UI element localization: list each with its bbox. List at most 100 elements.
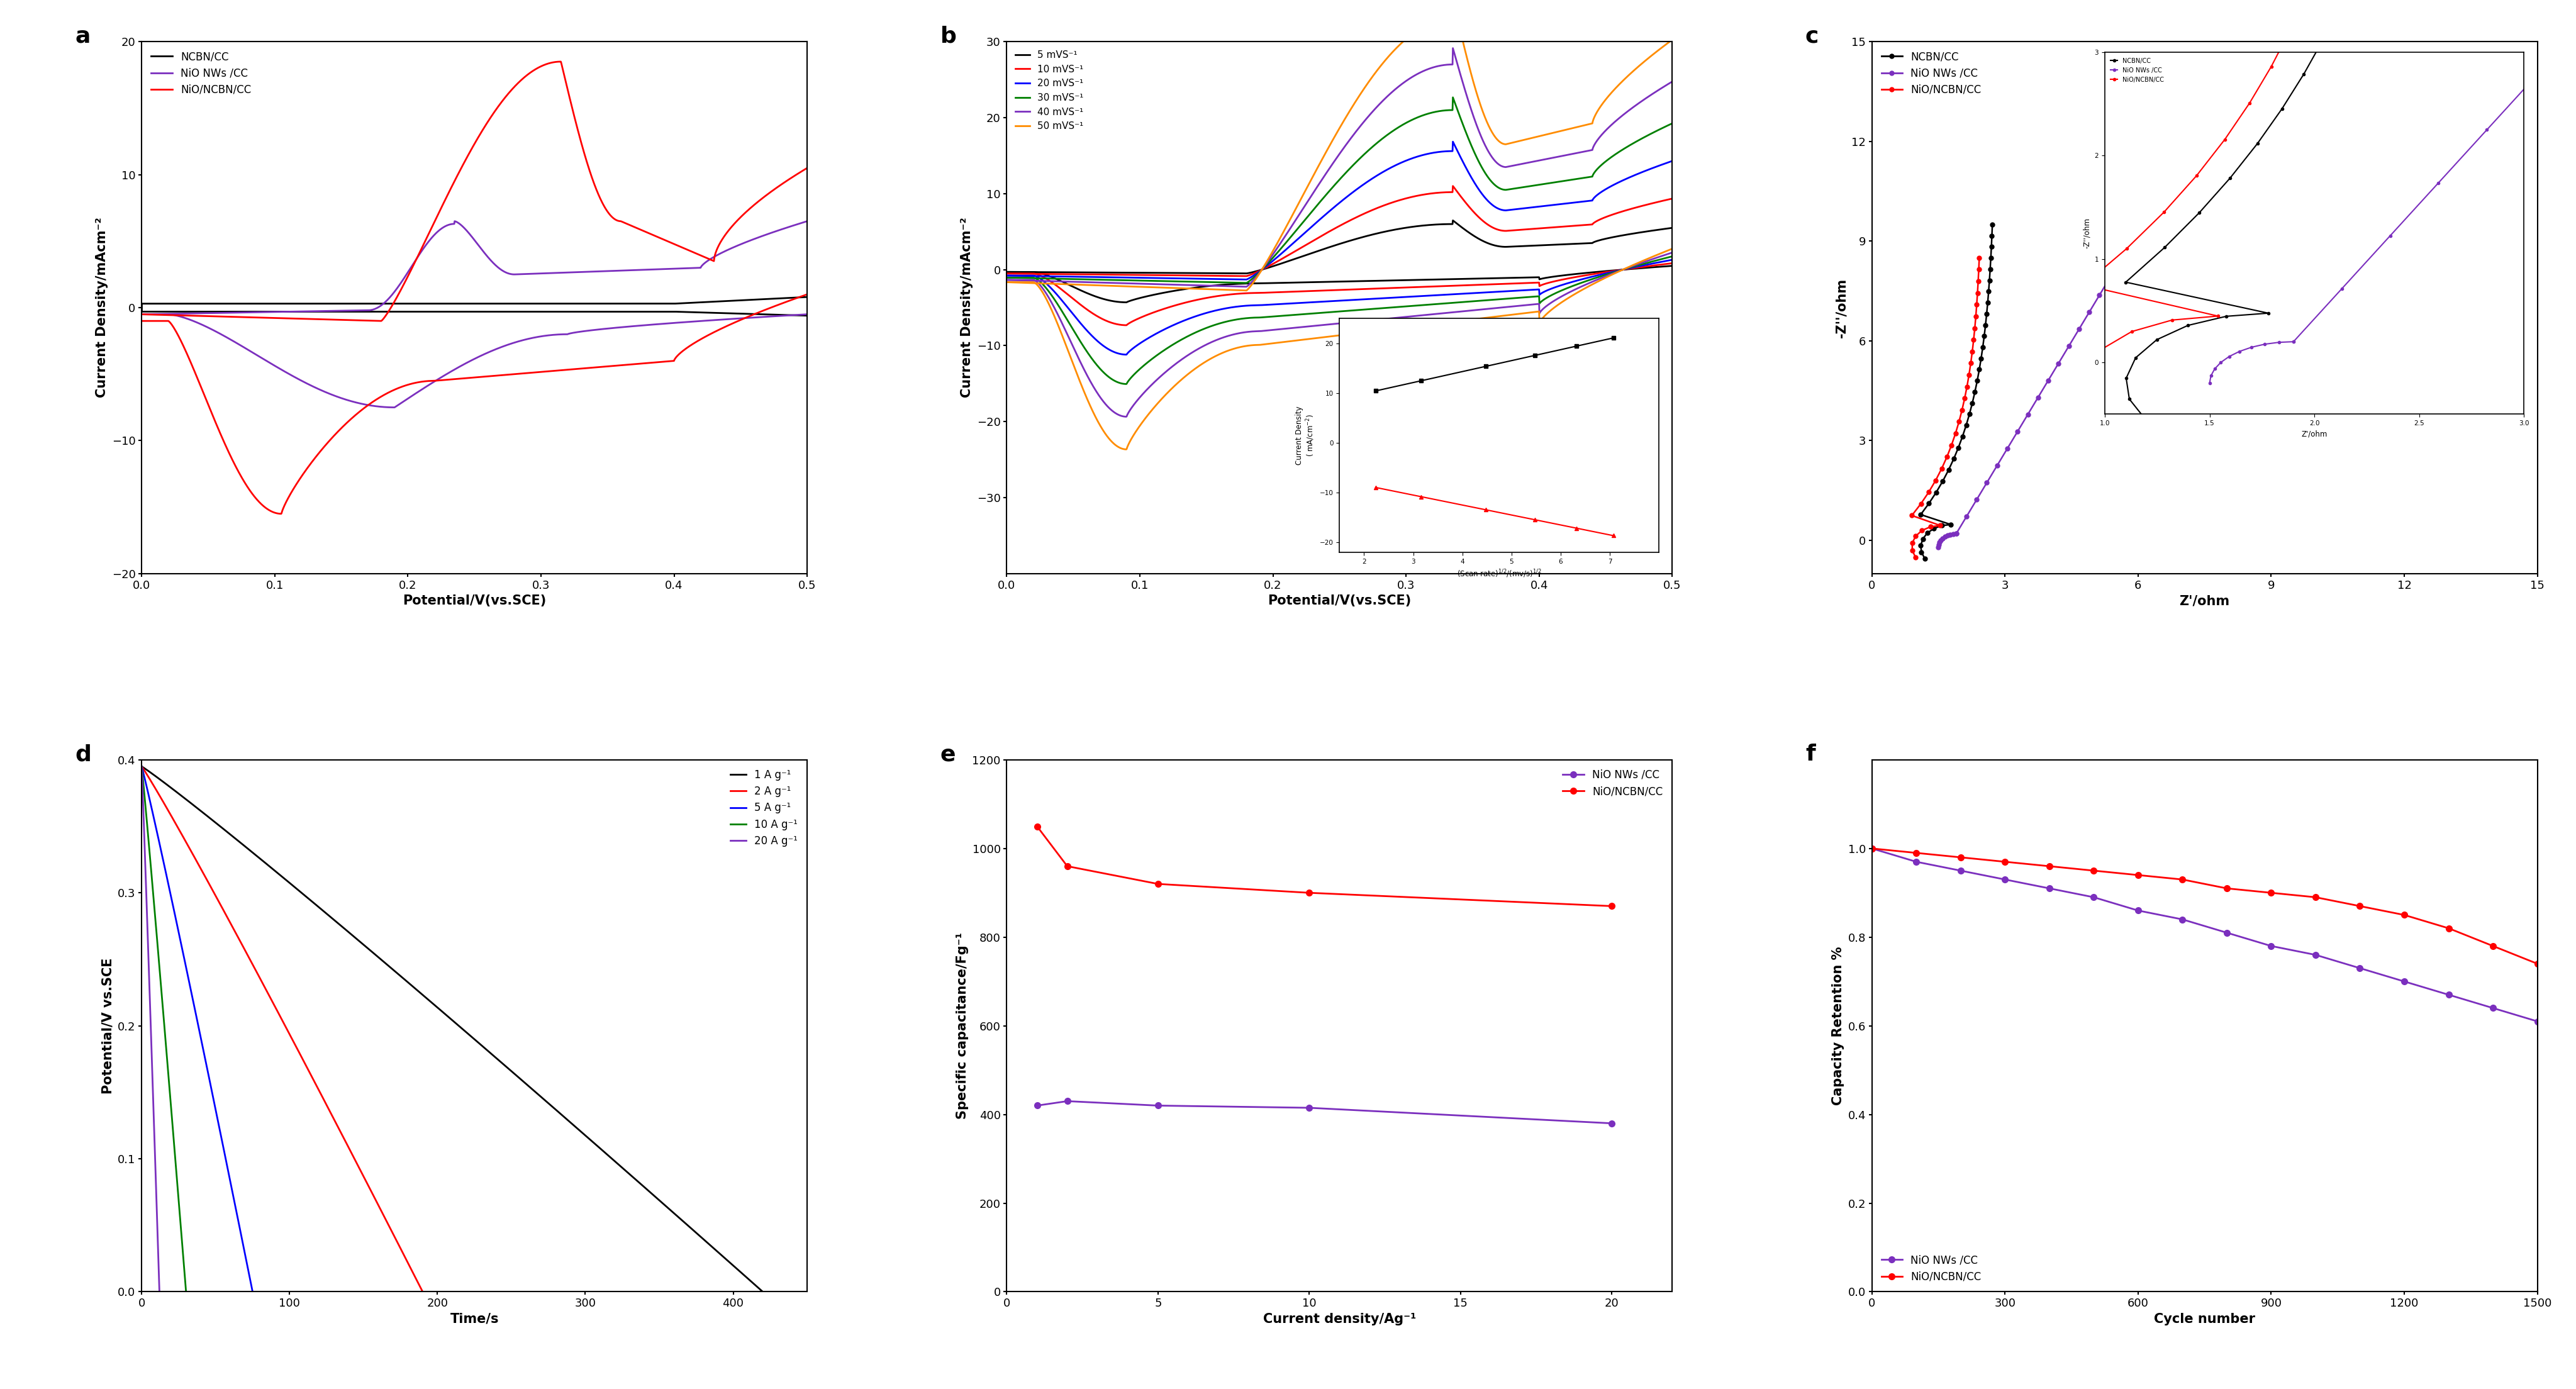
5 mVS⁻¹ xyxy=(1231,265,1262,282)
Line: 30 mVS⁻¹: 30 mVS⁻¹ xyxy=(1007,97,1672,283)
NCBN/CC xyxy=(1927,472,1958,489)
40 mVS⁻¹ xyxy=(1517,154,1548,171)
1 A g⁻¹ xyxy=(747,1283,778,1300)
NiO NWs /CC xyxy=(2079,889,2110,906)
NiO/NCBN/CC xyxy=(1937,438,1968,454)
Legend: NiO NWs /CC, NiO/NCBN/CC: NiO NWs /CC, NiO/NCBN/CC xyxy=(1558,765,1667,801)
NiO NWs /CC xyxy=(2210,924,2241,940)
NCBN/CC xyxy=(1942,439,1973,456)
NiO/NCBN/CC xyxy=(1963,272,1994,289)
NiO NWs /CC xyxy=(2074,304,2105,321)
NCBN/CC xyxy=(1976,250,2007,267)
2 A g⁻¹ xyxy=(399,1270,430,1286)
NCBN/CC xyxy=(1911,525,1942,542)
Line: 10 A g⁻¹: 10 A g⁻¹ xyxy=(142,767,185,1292)
20 mVS⁻¹ xyxy=(1025,268,1056,285)
NCBN/CC xyxy=(1955,406,1986,422)
NiO/NCBN/CC xyxy=(2079,863,2110,879)
X-axis label: Current density/Ag⁻¹: Current density/Ag⁻¹ xyxy=(1262,1313,1417,1325)
NiO/NCBN/CC xyxy=(1955,354,1986,371)
NCBN/CC xyxy=(1976,228,2007,244)
50 mVS⁻¹ xyxy=(1638,46,1669,63)
5 mVS⁻¹ xyxy=(1517,238,1548,254)
Legend: NCBN/CC, NiO NWs /CC, NiO/NCBN/CC: NCBN/CC, NiO NWs /CC, NiO/NCBN/CC xyxy=(1878,47,1986,100)
NCBN/CC xyxy=(1973,283,2004,300)
NiO/NCBN/CC xyxy=(1914,518,1945,535)
NiO/NCBN/CC xyxy=(1963,285,1994,301)
50 mVS⁻¹ xyxy=(1025,275,1056,292)
NiO/NCBN/CC xyxy=(2166,871,2197,888)
Line: NiO/NCBN/CC: NiO/NCBN/CC xyxy=(1909,256,1981,560)
20 A g⁻¹ xyxy=(142,1185,173,1201)
NCBN/CC xyxy=(1906,506,1937,522)
30 mVS⁻¹ xyxy=(1656,115,1687,132)
30 mVS⁻¹ xyxy=(1638,124,1669,140)
NCBN/CC xyxy=(1950,417,1981,433)
30 mVS⁻¹ xyxy=(1437,89,1468,106)
10 mVS⁻¹ xyxy=(1231,268,1262,285)
NiO NWs /CC xyxy=(2063,321,2094,338)
NiO/NCBN/CC xyxy=(2035,858,2066,875)
5 mVS⁻¹ xyxy=(1656,219,1687,236)
NiO/NCBN/CC xyxy=(1906,522,1937,539)
NiO NWs /CC xyxy=(2478,1000,2509,1017)
Legend: 1 A g⁻¹, 2 A g⁻¹, 5 A g⁻¹, 10 A g⁻¹, 20 A g⁻¹: 1 A g⁻¹, 2 A g⁻¹, 5 A g⁻¹, 10 A g⁻¹, 20 … xyxy=(726,765,801,851)
NiO NWs /CC xyxy=(2094,269,2125,286)
NiO NWs /CC xyxy=(1144,1097,1175,1114)
Line: NiO NWs /CC: NiO NWs /CC xyxy=(1033,1099,1615,1126)
NiO NWs /CC xyxy=(2344,960,2375,976)
5 A g⁻¹ xyxy=(234,1270,265,1286)
10 mVS⁻¹ xyxy=(1638,194,1669,211)
5 mVS⁻¹ xyxy=(1316,239,1347,256)
Text: c: c xyxy=(1806,26,1819,47)
NiO NWs /CC xyxy=(1960,492,1991,508)
NiO/NCBN/CC xyxy=(2344,897,2375,914)
NiO/NCBN/CC xyxy=(2210,881,2241,897)
Legend: NiO NWs /CC, NiO/NCBN/CC: NiO NWs /CC, NiO/NCBN/CC xyxy=(1878,1250,1986,1286)
20 A g⁻¹ xyxy=(137,1063,167,1079)
30 mVS⁻¹ xyxy=(1298,201,1329,218)
20 mVS⁻¹ xyxy=(1231,271,1262,288)
10 A g⁻¹ xyxy=(126,758,157,775)
NiO NWs /CC xyxy=(2053,338,2084,354)
NiO NWs /CC xyxy=(1023,1097,1054,1114)
NiO/NCBN/CC xyxy=(1927,460,1958,476)
NiO NWs /CC xyxy=(2035,881,2066,897)
NiO/NCBN/CC xyxy=(1051,858,1082,875)
NiO/NCBN/CC xyxy=(1963,261,1994,278)
30 mVS⁻¹ xyxy=(1517,178,1548,194)
NiO NWs /CC xyxy=(1940,525,1971,542)
NiO NWs /CC xyxy=(2115,236,2146,253)
Line: 10 mVS⁻¹: 10 mVS⁻¹ xyxy=(1007,186,1672,276)
Text: d: d xyxy=(75,745,90,765)
Line: NiO/NCBN/CC: NiO/NCBN/CC xyxy=(1868,846,2540,967)
30 mVS⁻¹ xyxy=(992,269,1023,286)
Y-axis label: Potential/V vs.SCE: Potential/V vs.SCE xyxy=(100,957,113,1095)
NiO NWs /CC xyxy=(2156,168,2187,185)
NiO/NCBN/CC xyxy=(1960,296,1991,313)
5 mVS⁻¹ xyxy=(992,264,1023,281)
NCBN/CC xyxy=(1973,272,2004,289)
Line: NiO NWs /CC: NiO NWs /CC xyxy=(1868,846,2540,1025)
10 mVS⁻¹ xyxy=(1517,221,1548,238)
5 mVS⁻¹ xyxy=(1298,244,1329,261)
NCBN/CC xyxy=(1906,544,1937,561)
20 A g⁻¹ xyxy=(126,758,157,775)
2 A g⁻¹ xyxy=(355,1185,386,1201)
50 mVS⁻¹ xyxy=(1517,129,1548,146)
5 A g⁻¹ xyxy=(193,1063,224,1079)
Y-axis label: Current Density/mAcm⁻²: Current Density/mAcm⁻² xyxy=(95,218,108,397)
Text: b: b xyxy=(940,26,956,47)
X-axis label: Potential/V(vs.SCE): Potential/V(vs.SCE) xyxy=(1267,594,1412,607)
Line: 5 A g⁻¹: 5 A g⁻¹ xyxy=(142,767,252,1292)
NiO NWs /CC xyxy=(1945,863,1976,879)
NiO NWs /CC xyxy=(1922,539,1955,556)
30 mVS⁻¹ xyxy=(1316,181,1347,197)
NiO/NCBN/CC xyxy=(1901,528,1932,544)
NCBN/CC xyxy=(1968,328,1999,344)
20 mVS⁻¹ xyxy=(1638,160,1669,176)
NCBN/CC xyxy=(1937,450,1968,467)
NCBN/CC xyxy=(1906,538,1937,554)
NiO NWs /CC xyxy=(1293,1100,1324,1117)
40 mVS⁻¹ xyxy=(1316,158,1347,175)
